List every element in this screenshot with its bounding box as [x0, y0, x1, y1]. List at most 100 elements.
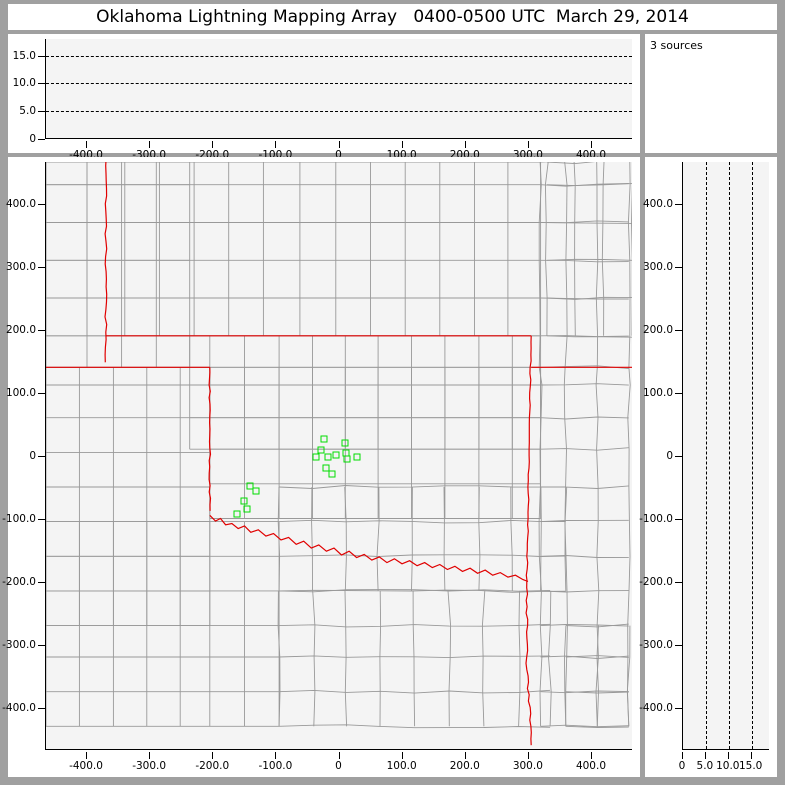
y-tick-label: 300.0 — [642, 260, 673, 273]
x-tick — [275, 751, 277, 759]
county-border — [538, 162, 543, 727]
county-border — [279, 623, 551, 628]
x-tick — [727, 751, 729, 759]
x-tick-label: 400.0 — [575, 760, 606, 772]
x-tick — [750, 751, 752, 759]
county-border — [546, 296, 632, 300]
state-borders — [46, 162, 632, 746]
lightning-source-marker[interactable] — [240, 497, 248, 505]
x-tick-label: 10.0 — [716, 760, 740, 772]
lightning-source-marker[interactable] — [324, 453, 332, 461]
county-border — [563, 162, 568, 727]
y-tick-label: -300.0 — [2, 639, 36, 652]
county-border — [277, 486, 281, 591]
y-tick-label: 0 — [666, 450, 673, 462]
y-tick-label: -100.0 — [639, 513, 673, 526]
y-tick-label: 10.0 — [12, 77, 36, 90]
county-border — [447, 590, 452, 727]
x-tick — [704, 751, 706, 759]
y-tick — [38, 519, 45, 521]
county-border — [540, 690, 629, 694]
gridline-vertical — [728, 162, 730, 749]
y-tick-label: 400.0 — [642, 197, 673, 210]
y-tick — [38, 392, 45, 394]
county-border — [540, 259, 629, 263]
county-border — [540, 416, 629, 420]
county-border — [279, 485, 566, 489]
y-tick — [38, 139, 45, 140]
page-title: Oklahoma Lightning Mapping Array 0400-05… — [96, 7, 689, 27]
county-border — [565, 655, 629, 658]
time-height-panel: 0 5.0 10.0 15.0 -400.0 -300.0 -200.0 -100.0 0 100… — [8, 34, 640, 161]
y-tick — [675, 203, 682, 205]
y-tick — [38, 83, 45, 85]
county-border — [481, 590, 486, 727]
y-tick — [675, 329, 682, 331]
county-border — [311, 486, 313, 591]
lightning-source-marker[interactable] — [332, 451, 340, 459]
county-border — [411, 486, 413, 591]
lightning-source-marker[interactable] — [353, 453, 361, 461]
county-border — [412, 590, 416, 727]
y-tick — [38, 55, 45, 57]
source-count-panel: 3 sources — [645, 34, 777, 153]
county-border — [544, 162, 549, 336]
lightning-source-marker[interactable] — [343, 455, 351, 463]
y-tick-label: 400.0 — [5, 197, 36, 210]
y-tick-label: 0 — [29, 450, 36, 462]
y-tick-label: -400.0 — [2, 702, 36, 715]
county-border — [540, 724, 629, 728]
time-height-plot-area[interactable] — [45, 39, 632, 139]
map-plot-area[interactable] — [45, 162, 632, 750]
lightning-source-marker[interactable] — [233, 510, 241, 518]
x-tick-label: 0 — [335, 149, 342, 161]
y-tick — [675, 582, 682, 584]
x-tick — [590, 751, 592, 759]
county-border — [478, 486, 481, 591]
y-tick — [38, 582, 45, 584]
y-tick — [38, 203, 45, 205]
x-tick — [275, 140, 277, 148]
county-border — [565, 691, 629, 694]
county-border — [540, 383, 629, 386]
y-tick-label: 100.0 — [642, 386, 673, 399]
county-border — [540, 655, 629, 659]
y-tick — [675, 266, 682, 268]
x-tick — [338, 751, 340, 759]
y-tick — [675, 392, 682, 394]
y-tick — [675, 519, 682, 521]
lightning-source-marker[interactable] — [243, 505, 251, 513]
county-border — [540, 447, 629, 451]
y-tick-label: 200.0 — [5, 323, 36, 336]
lightning-source-marker[interactable] — [320, 435, 328, 443]
x-tick — [86, 751, 88, 759]
lightning-source-marker[interactable] — [322, 464, 330, 472]
x-tick — [212, 140, 214, 148]
x-tick — [464, 140, 466, 148]
x-tick-label: 300.0 — [512, 760, 543, 772]
y-tick-label: 100.0 — [5, 386, 36, 399]
county-border — [540, 519, 629, 523]
lightning-source-marker[interactable] — [312, 453, 319, 461]
x-tick-label: -200.0 — [195, 760, 230, 772]
county-border — [595, 162, 600, 727]
state-border-tx-ar-la — [525, 581, 532, 746]
x-tick-label: 0 — [335, 760, 342, 772]
gridline-horizontal — [46, 55, 632, 57]
lightning-source-marker[interactable] — [252, 487, 260, 495]
altitude-histogram-plot-area[interactable] — [682, 162, 769, 750]
y-tick-label: -200.0 — [639, 576, 673, 589]
lightning-source-marker[interactable] — [317, 446, 325, 454]
lightning-source-marker[interactable] — [246, 482, 254, 490]
lightning-source-marker[interactable] — [341, 439, 349, 447]
county-border — [546, 335, 632, 338]
county-border — [540, 590, 629, 593]
gridline-horizontal — [46, 83, 632, 85]
lightning-source-marker[interactable] — [328, 470, 336, 478]
y-tick-label: 200.0 — [642, 323, 673, 336]
x-tick — [149, 140, 151, 148]
x-tick — [682, 751, 683, 759]
y-tick — [38, 708, 45, 710]
y-tick — [675, 708, 682, 710]
